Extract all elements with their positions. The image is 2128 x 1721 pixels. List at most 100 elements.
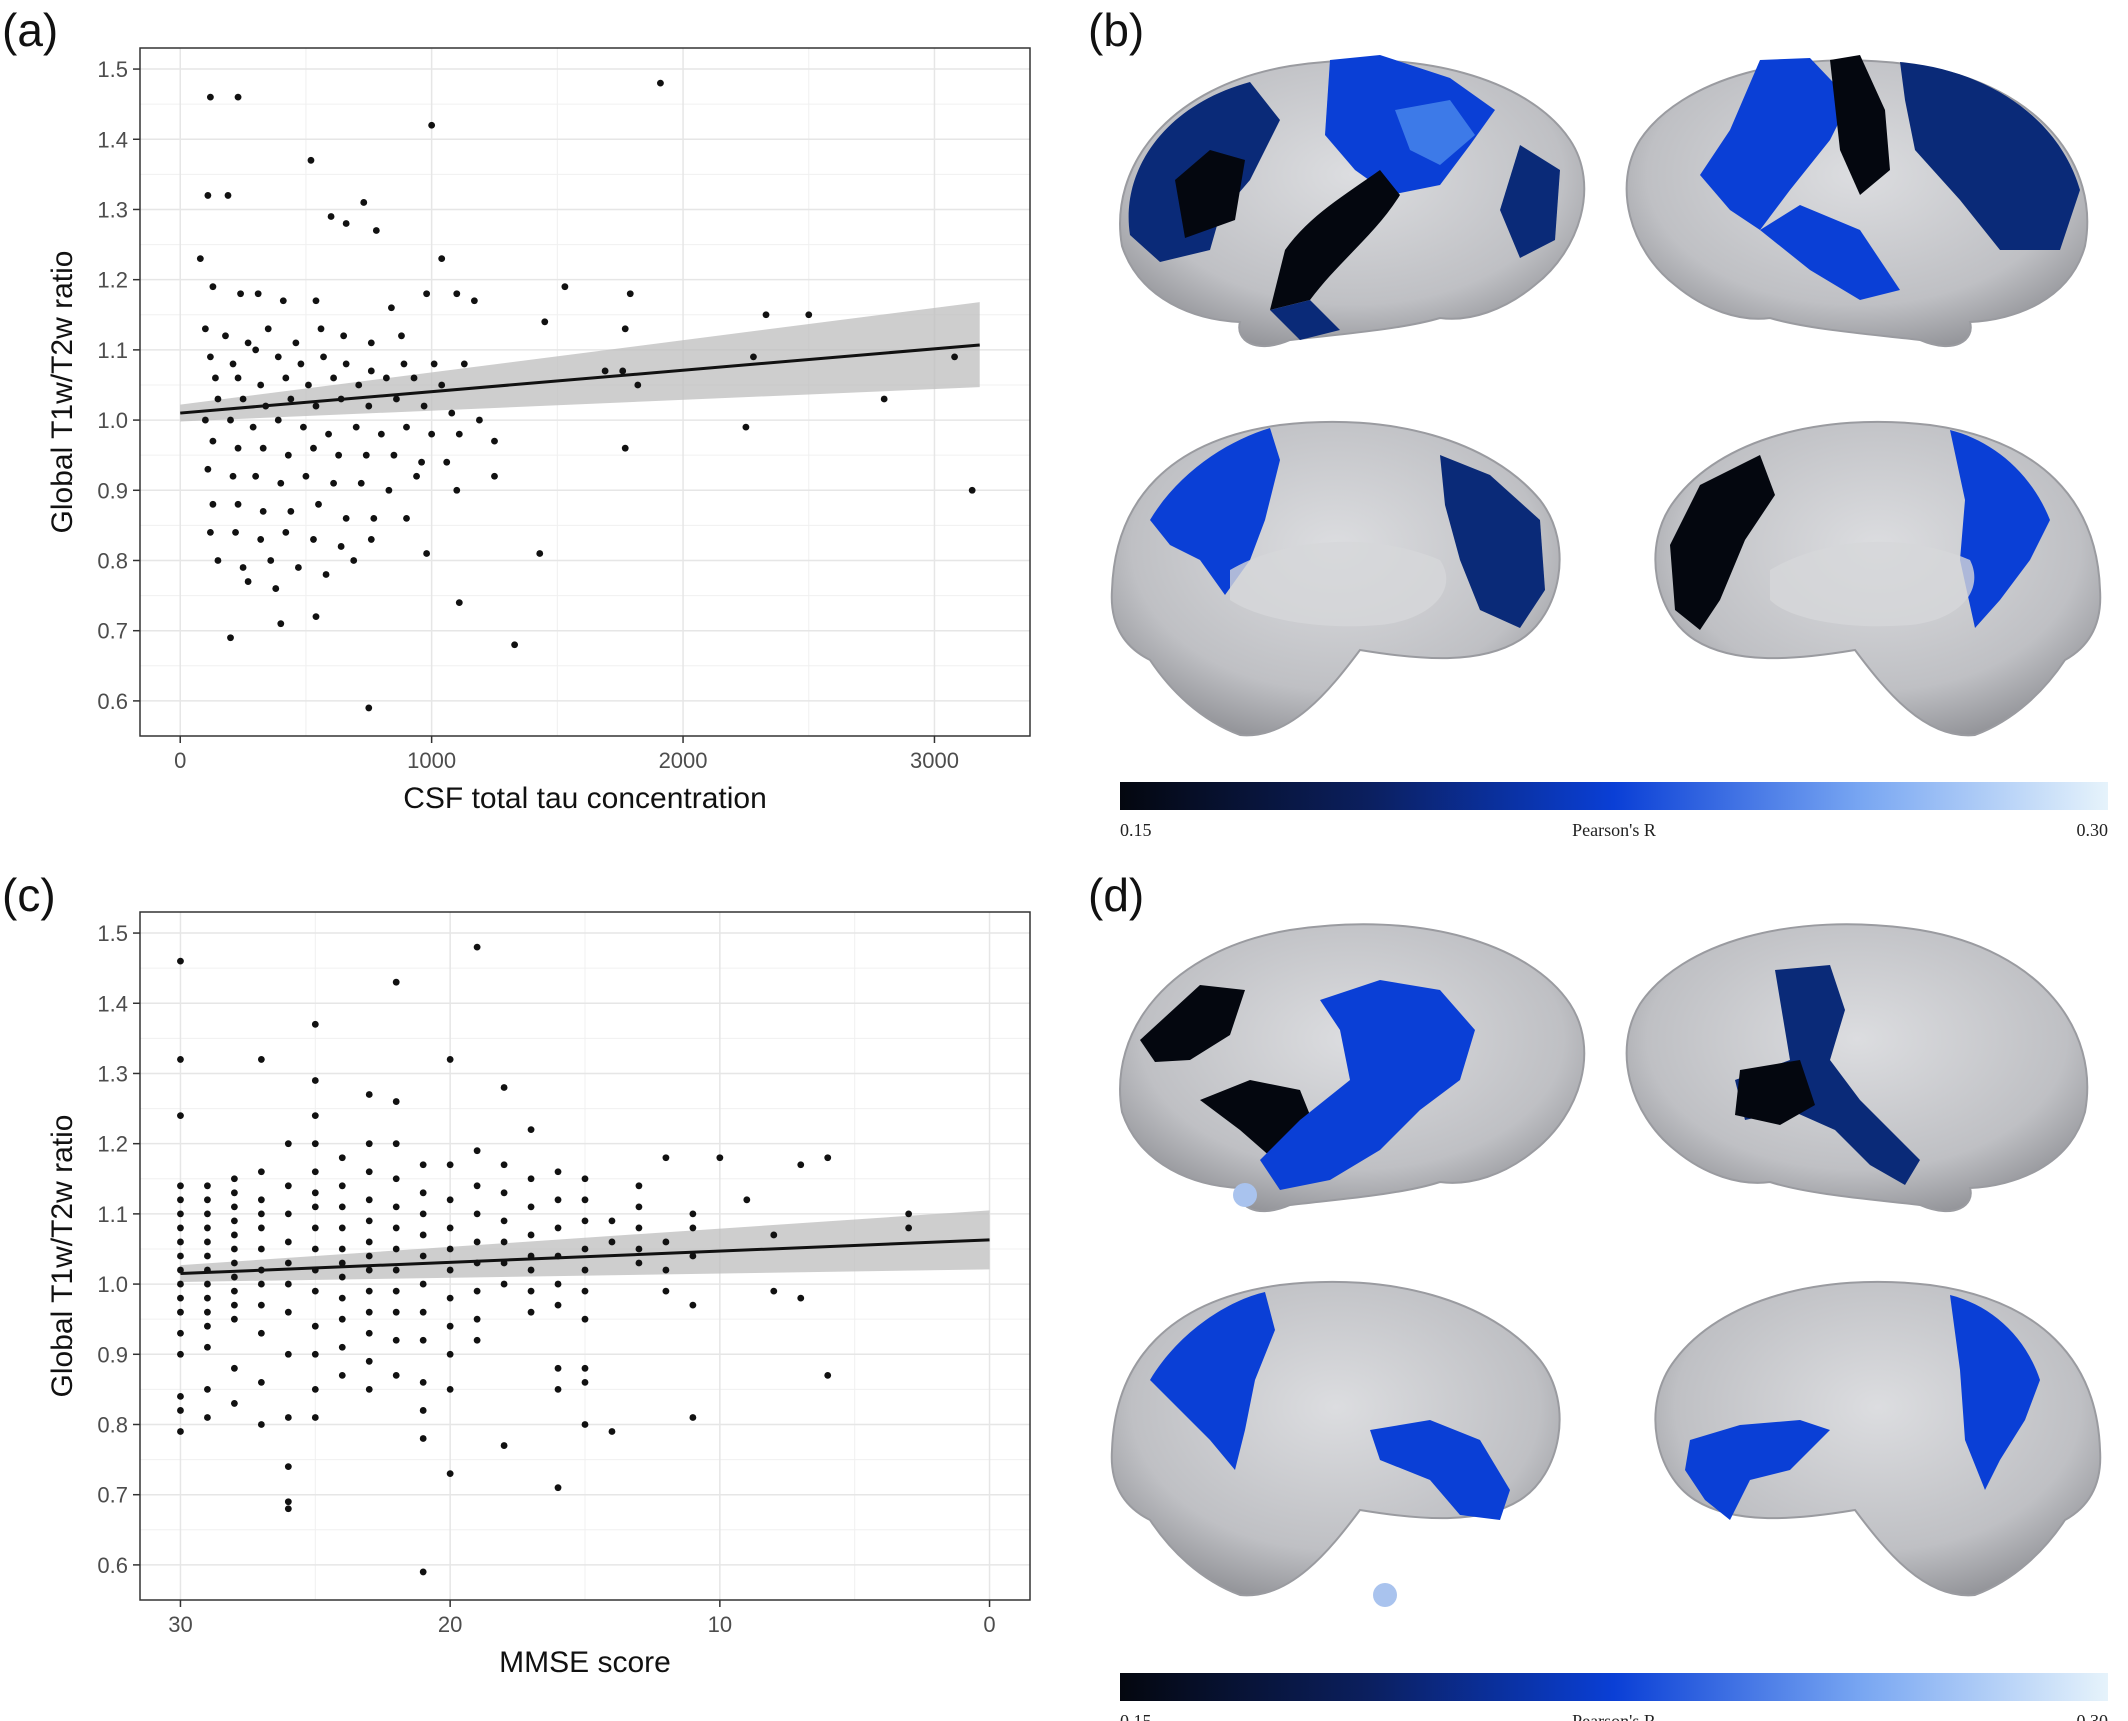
data-point — [234, 500, 242, 508]
data-point — [206, 93, 214, 101]
data-point — [951, 353, 958, 361]
data-point — [581, 1364, 589, 1372]
data-point — [230, 1245, 238, 1253]
data-point — [234, 93, 242, 101]
data-point — [635, 1224, 643, 1232]
data-point — [626, 290, 634, 298]
data-point — [342, 220, 350, 227]
data-point — [365, 1252, 373, 1260]
data-point — [310, 444, 317, 452]
data-point — [177, 957, 184, 965]
data-point — [338, 1294, 346, 1302]
data-point — [274, 416, 282, 424]
data-point — [204, 192, 212, 199]
data-point — [370, 514, 378, 522]
data-point — [608, 1217, 616, 1225]
panel-label-d: (d) — [1088, 869, 1144, 921]
data-point — [350, 557, 358, 564]
brain-left-lateral — [1119, 55, 1586, 348]
data-point — [230, 1287, 238, 1295]
data-point — [177, 1329, 184, 1337]
data-point — [527, 1266, 535, 1274]
data-point — [338, 1182, 346, 1190]
data-point — [177, 1056, 184, 1063]
data-point — [634, 381, 642, 389]
x-tick-label: 30 — [168, 1612, 192, 1637]
x-tick-label: 10 — [708, 1612, 732, 1637]
data-point — [382, 374, 390, 382]
data-point — [662, 1266, 670, 1274]
data-point — [500, 1189, 508, 1197]
data-point — [234, 444, 242, 452]
data-point — [204, 1385, 211, 1393]
data-point — [438, 255, 446, 263]
data-point — [177, 1252, 184, 1260]
y-axis-title: Global T1w/T2w ratio — [46, 251, 79, 534]
data-point — [239, 395, 247, 403]
data-point — [367, 367, 375, 375]
data-point — [282, 529, 290, 536]
data-point — [365, 1308, 373, 1316]
data-point — [230, 1231, 238, 1239]
data-point — [177, 1407, 184, 1414]
data-point — [392, 1287, 400, 1295]
data-point — [284, 1280, 292, 1288]
data-point — [410, 374, 418, 382]
data-point — [287, 507, 295, 515]
y-tick-label: 0.8 — [97, 548, 128, 573]
data-point — [500, 1442, 508, 1449]
data-point — [581, 1175, 589, 1183]
data-point — [227, 634, 234, 642]
data-point — [284, 1350, 292, 1358]
data-point — [392, 1371, 400, 1379]
data-point — [177, 1428, 184, 1435]
data-point — [473, 1287, 481, 1295]
data-point — [257, 1168, 265, 1176]
data-point — [880, 395, 888, 403]
data-point — [311, 1245, 319, 1253]
data-point — [330, 374, 337, 382]
data-point — [311, 1322, 319, 1330]
data-point — [284, 1140, 292, 1148]
data-point — [689, 1301, 697, 1309]
colorbar-b: 0.15 Pearson's R 0.30 — [1120, 782, 2108, 840]
data-point — [272, 585, 280, 592]
data-point — [338, 1315, 346, 1323]
x-tick-label: 3000 — [910, 748, 959, 773]
data-point — [527, 1203, 535, 1211]
data-point — [284, 1259, 292, 1267]
data-point — [581, 1315, 589, 1323]
data-point — [177, 1393, 184, 1400]
data-point — [264, 325, 272, 333]
data-point — [311, 1414, 319, 1421]
y-tick-label: 1.0 — [97, 408, 128, 433]
data-point — [400, 360, 408, 368]
data-point — [392, 1098, 400, 1105]
data-point — [473, 1210, 481, 1218]
data-point — [824, 1154, 832, 1162]
data-point — [204, 1414, 211, 1421]
data-point — [204, 1343, 211, 1351]
data-point — [635, 1182, 643, 1190]
data-point — [257, 1056, 265, 1063]
data-point — [365, 1091, 373, 1098]
data-point — [689, 1414, 697, 1421]
data-point — [230, 1400, 238, 1407]
y-tick-label: 1.5 — [97, 921, 128, 946]
data-point — [527, 1126, 535, 1134]
data-point — [297, 360, 305, 368]
data-point — [292, 339, 300, 347]
brain-left-medial — [1110, 1280, 1561, 1607]
data-point — [554, 1280, 562, 1288]
data-point — [330, 479, 337, 487]
data-point — [244, 578, 252, 585]
data-point — [581, 1196, 589, 1204]
data-point — [257, 1280, 265, 1288]
data-point — [277, 620, 285, 628]
data-point — [338, 1245, 346, 1253]
data-point — [230, 1364, 238, 1372]
data-point — [284, 1210, 292, 1218]
data-point — [805, 311, 813, 319]
x-tick-label: 20 — [438, 1612, 462, 1637]
colorbar-max-label: 0.30 — [2077, 820, 2109, 840]
